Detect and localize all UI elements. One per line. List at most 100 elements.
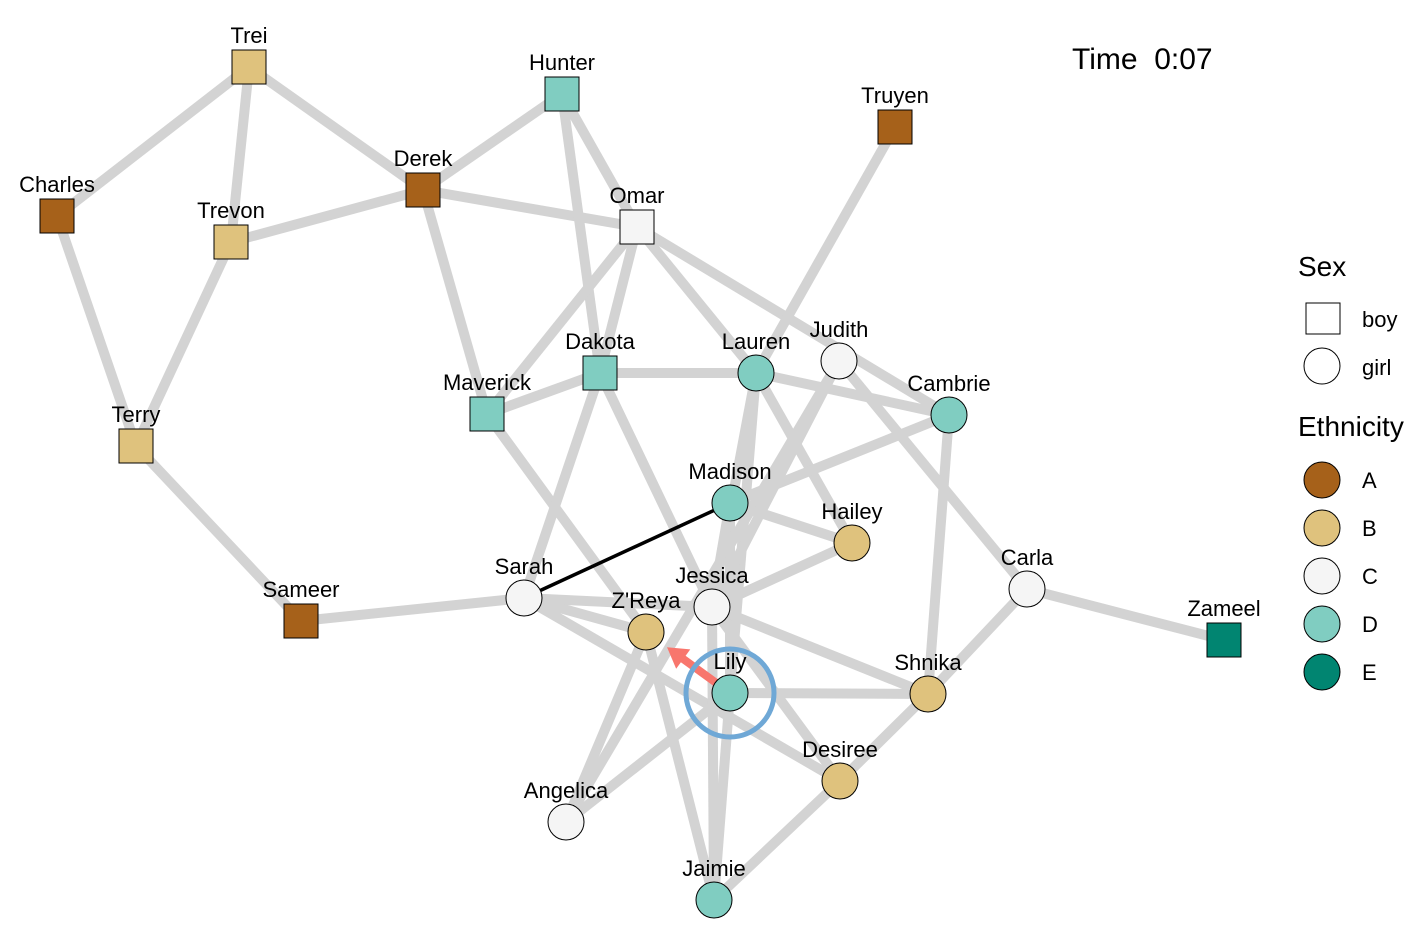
node-label-jessica: Jessica bbox=[675, 563, 749, 588]
node-carla bbox=[1008, 570, 1046, 608]
node-label-hunter: Hunter bbox=[529, 50, 595, 75]
edge-lily-jaimie bbox=[709, 692, 735, 901]
edge-z-reya-angelica bbox=[561, 630, 651, 824]
node-lauren bbox=[737, 354, 775, 392]
node-label-terry: Terry bbox=[112, 402, 161, 427]
time-label: Time 0:07 bbox=[1072, 43, 1213, 76]
node-jaimie bbox=[695, 881, 733, 919]
arrow-shaft bbox=[679, 655, 723, 689]
edge-judith-carla bbox=[835, 357, 1031, 593]
legend-ethnicity-label-b: B bbox=[1362, 516, 1377, 541]
node-label-hailey: Hailey bbox=[821, 499, 882, 524]
edge-truyen-lauren bbox=[751, 124, 900, 376]
edge-dakota-jessica bbox=[595, 370, 717, 610]
node-charles bbox=[39, 198, 75, 234]
node-z-reya bbox=[627, 613, 665, 651]
edge-hailey-jessica bbox=[709, 538, 855, 612]
edge-trei-trevon bbox=[226, 66, 254, 243]
node-label-desiree: Desiree bbox=[802, 737, 878, 762]
node-hailey bbox=[833, 524, 871, 562]
edge-sarah-z-reya bbox=[522, 593, 648, 637]
node-label-charles: Charles bbox=[19, 172, 95, 197]
node-label-lily: Lily bbox=[713, 649, 746, 674]
legend-ethnicity-swatch-c bbox=[1303, 557, 1341, 595]
edge-derek-omar bbox=[422, 185, 638, 232]
edge-trei-charles bbox=[53, 63, 253, 220]
edge-jessica-shnika bbox=[710, 602, 930, 699]
legend-ethnicity-swatch-b bbox=[1303, 509, 1341, 547]
edge-lily-shnika bbox=[729, 688, 929, 699]
legend-ethnicity-label-d: D bbox=[1362, 612, 1378, 637]
edge-sarah-desiree bbox=[521, 593, 843, 786]
edge-shnika-desiree bbox=[836, 690, 932, 785]
node-lily bbox=[711, 674, 749, 712]
node-label-jaimie: Jaimie bbox=[682, 856, 746, 881]
node-label-trei: Trei bbox=[230, 23, 267, 48]
node-sarah bbox=[505, 579, 543, 617]
edge-trevon-terry bbox=[131, 239, 236, 449]
edge-lauren-cambrie bbox=[754, 368, 951, 420]
edge-omar-cambrie bbox=[634, 222, 952, 420]
edges-layer bbox=[52, 62, 1226, 904]
node-zameel bbox=[1206, 622, 1242, 658]
edge-cambrie-shnika bbox=[923, 414, 954, 695]
edge-derek-hunter bbox=[420, 89, 565, 195]
node-label-judith: Judith bbox=[810, 317, 869, 342]
node-label-maverick: Maverick bbox=[443, 370, 532, 395]
node-dakota bbox=[582, 355, 618, 391]
node-label-lauren: Lauren bbox=[722, 329, 791, 354]
edge-cambrie-madison bbox=[728, 410, 951, 508]
arrow-head bbox=[667, 647, 691, 669]
edge-terry-sameer bbox=[132, 442, 305, 625]
node-desiree bbox=[821, 762, 859, 800]
edge-z-reya-jaimie bbox=[641, 630, 719, 902]
edge-carla-shnika bbox=[924, 585, 1031, 698]
edge-derek-maverick bbox=[418, 188, 492, 416]
node-label-zameel: Zameel bbox=[1187, 596, 1260, 621]
node-label-madison: Madison bbox=[688, 459, 771, 484]
edge-omar-dakota bbox=[595, 225, 642, 375]
node-cambrie bbox=[930, 396, 968, 434]
edge-dakota-sarah bbox=[519, 371, 605, 600]
node-sameer bbox=[283, 603, 319, 639]
edge-trevon-derek bbox=[229, 185, 425, 247]
edge-sameer-sarah bbox=[300, 593, 525, 626]
legend-ethnicity-label-c: C bbox=[1362, 564, 1378, 589]
legend-boy-label: boy bbox=[1362, 307, 1397, 332]
node-label-derek: Derek bbox=[394, 146, 454, 171]
focus-ring bbox=[683, 646, 777, 740]
legend-girl-circle-icon bbox=[1303, 347, 1341, 385]
edge-trei-derek bbox=[246, 62, 426, 195]
legend-ethnicity-title: Ethnicity bbox=[1298, 411, 1404, 442]
highlight-edge-sarah-madison bbox=[523, 501, 731, 600]
node-label-shnika: Shnika bbox=[894, 650, 962, 675]
edge-desiree-jaimie bbox=[710, 777, 844, 904]
legend-ethnicity-label-e: E bbox=[1362, 660, 1377, 685]
edge-omar-maverick bbox=[483, 223, 641, 418]
node-maverick bbox=[469, 396, 505, 432]
legend-sex-title: Sex bbox=[1298, 251, 1346, 282]
node-label-dakota: Dakota bbox=[565, 329, 635, 354]
node-label-truyen: Truyen bbox=[861, 83, 929, 108]
node-jessica bbox=[693, 588, 731, 626]
node-label-angelica: Angelica bbox=[524, 778, 609, 803]
node-omar bbox=[619, 209, 655, 245]
edge-maverick-dakota bbox=[485, 368, 602, 419]
legend-ethnicity-swatch-d bbox=[1303, 605, 1341, 643]
legend-boy-square-icon bbox=[1305, 302, 1341, 335]
node-derek bbox=[405, 172, 441, 208]
edge-hunter-omar bbox=[557, 91, 642, 230]
edge-lauren-hailey bbox=[751, 370, 857, 546]
highlight-layer bbox=[523, 501, 731, 689]
edge-maverick-z-reya bbox=[482, 411, 651, 635]
legend-girl-label: girl bbox=[1362, 355, 1391, 380]
node-label-sarah: Sarah bbox=[495, 554, 554, 579]
legend-ethnicity-label-a: A bbox=[1362, 468, 1377, 493]
node-angelica bbox=[547, 803, 585, 841]
edge-charles-terry bbox=[52, 214, 141, 448]
node-label-trevon: Trevon bbox=[197, 198, 265, 223]
edge-carla-zameel bbox=[1025, 584, 1226, 645]
